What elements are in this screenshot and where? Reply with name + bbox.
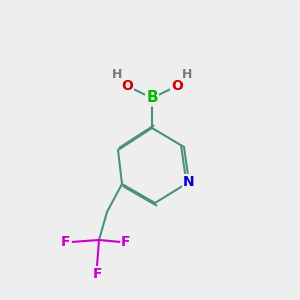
Text: H: H [182,68,192,80]
Text: F: F [92,267,102,281]
Text: F: F [61,235,71,249]
Text: O: O [171,79,183,93]
Text: F: F [121,235,131,249]
Text: O: O [121,79,133,93]
Text: B: B [146,91,158,106]
Text: N: N [183,175,195,189]
Text: H: H [112,68,122,80]
